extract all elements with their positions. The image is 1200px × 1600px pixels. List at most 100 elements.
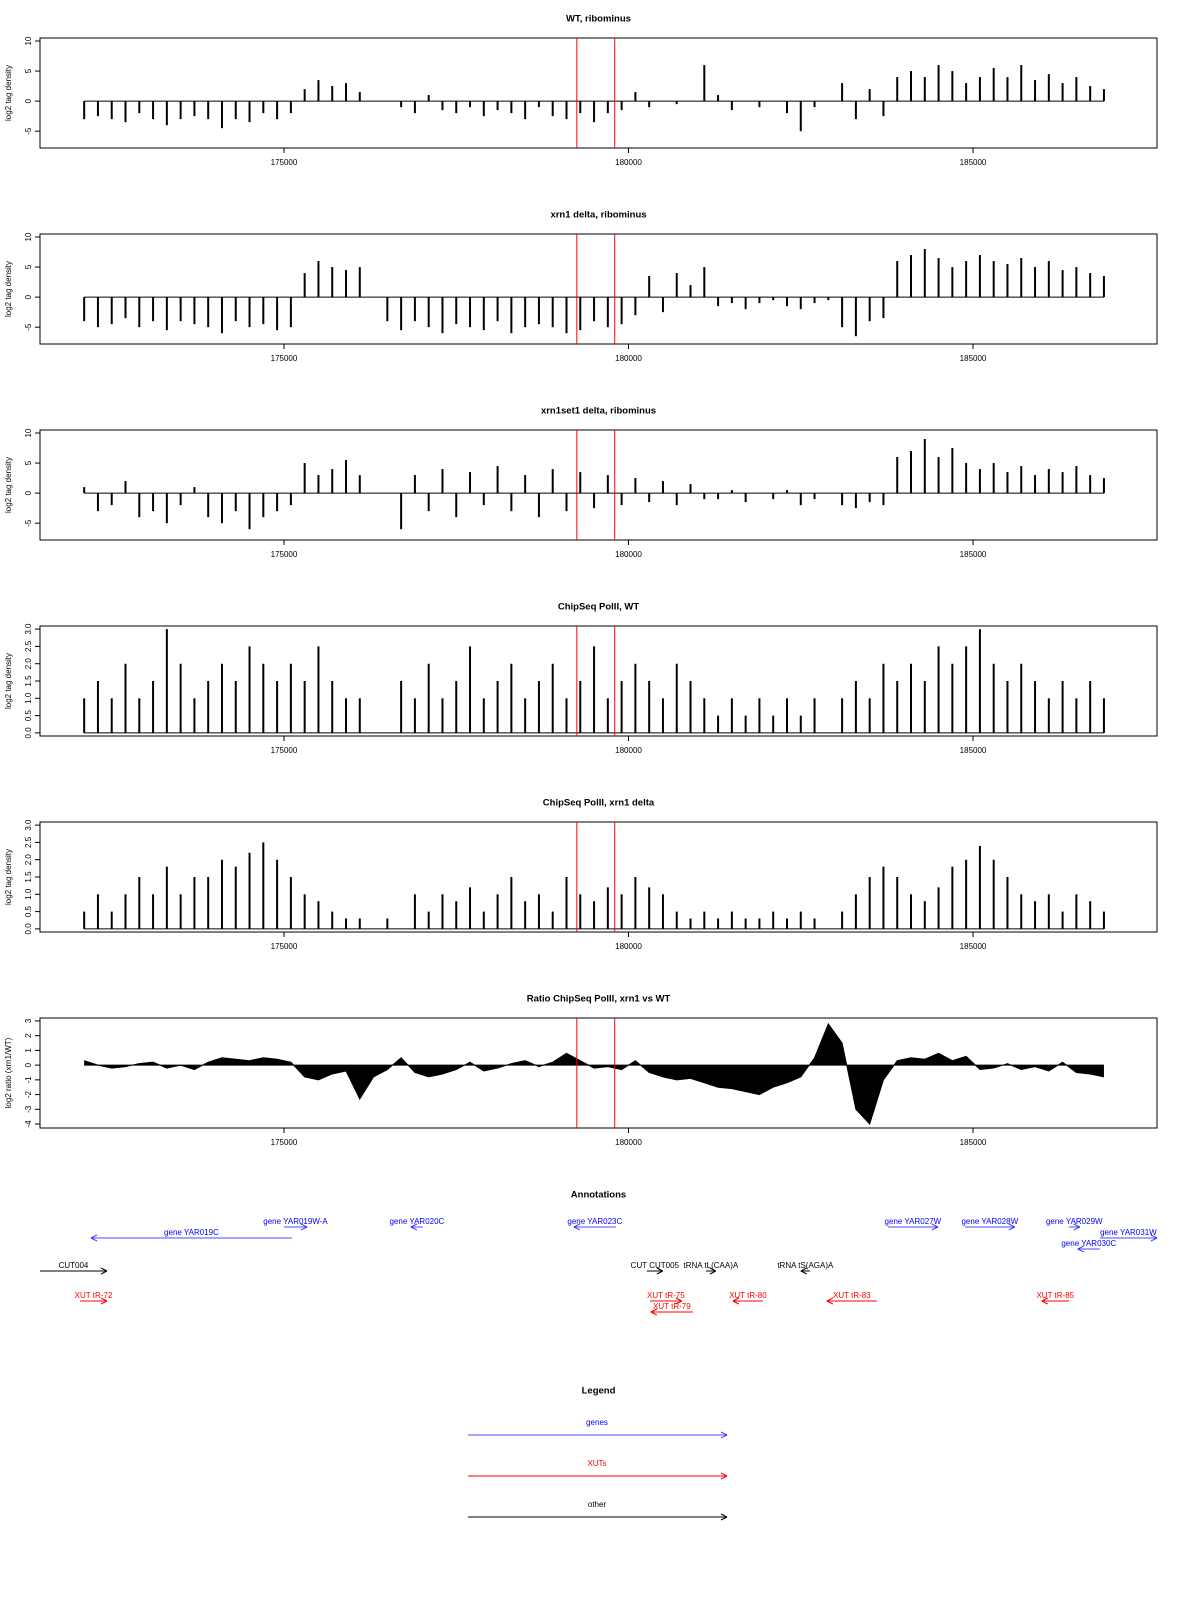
legend-label: genes	[586, 1418, 608, 1427]
arrow-part	[732, 1300, 740, 1305]
arrow-part	[720, 1516, 728, 1521]
y-tick-label: 3.0	[24, 623, 33, 635]
y-tick-label: 0	[24, 98, 33, 103]
arrow-part	[573, 1223, 581, 1228]
feature-arrow	[826, 1297, 877, 1305]
y-tick-label: -3	[24, 1105, 33, 1113]
feature-label: XUT tR-79	[653, 1302, 691, 1311]
area-line	[84, 1022, 1105, 1125]
feature-label: gene YAR027W	[885, 1217, 942, 1226]
feature-arrow	[1068, 1223, 1080, 1231]
y-tick-label: 10	[24, 428, 33, 437]
arrow-part	[800, 1267, 808, 1272]
y-axis-label: log2 tag density	[4, 849, 13, 905]
arrow-part	[410, 1223, 418, 1228]
y-tick-label: -1	[24, 1076, 33, 1084]
y-tick-label: 3.0	[24, 819, 33, 831]
y-tick-label: 5	[24, 460, 33, 465]
x-tick-label: 185000	[960, 746, 987, 755]
feature-arrow	[964, 1223, 1016, 1231]
x-tick-label: 180000	[615, 550, 642, 559]
arrow-part	[1073, 1223, 1080, 1228]
arrow-part	[1077, 1248, 1084, 1253]
feature-arrow	[800, 1267, 810, 1275]
arrow-part	[1041, 1300, 1049, 1305]
arrow-part	[650, 1311, 658, 1316]
plot-frame	[39, 37, 1158, 149]
feature-label: XUT tR-83	[833, 1291, 871, 1300]
feature-arrow	[649, 1297, 683, 1305]
arrow-part	[826, 1297, 834, 1302]
y-tick-label: -5	[24, 127, 33, 135]
y-axis-label: log2 tag density	[4, 65, 13, 121]
y-tick-label: 0	[24, 490, 33, 495]
arrow-part	[90, 1234, 98, 1239]
y-tick-label: 2.5	[24, 640, 33, 652]
plot-frame	[39, 1017, 1158, 1129]
arrow-part	[1073, 1226, 1080, 1231]
y-axis-label: log2 tag density	[4, 457, 13, 513]
panel-title: Ratio ChipSeq PolII, xrn1 vs WT	[527, 994, 671, 1005]
x-tick-label: 185000	[960, 942, 987, 951]
arrow-part	[826, 1300, 834, 1305]
arrow-part	[1041, 1297, 1049, 1302]
panel-title: xrn1 delta, ribominus	[550, 210, 646, 221]
feature-label: XUT tR-80	[729, 1291, 767, 1300]
arrow-part	[931, 1223, 939, 1228]
arrow-part	[300, 1226, 308, 1231]
y-tick-label: 0	[24, 294, 33, 299]
area-fill	[84, 1023, 1104, 1125]
y-tick-label: 5	[24, 264, 33, 269]
arrow-part	[709, 1270, 717, 1275]
plot-frame	[39, 233, 1158, 345]
arrow-part	[1150, 1234, 1158, 1239]
y-tick-label: 0.0	[24, 727, 33, 739]
feature-arrow	[650, 1308, 693, 1316]
feature-label: gene YAR030C	[1061, 1239, 1116, 1248]
arrow-part	[675, 1300, 683, 1305]
x-tick-label: 175000	[271, 158, 298, 167]
panel-title: ChipSeq PolII, WT	[558, 602, 639, 613]
panel-title: WT, ribominus	[566, 14, 631, 25]
arrow-part	[800, 1270, 808, 1275]
x-tick-label: 185000	[960, 1138, 987, 1147]
y-tick-label: 3	[24, 1018, 33, 1023]
arrow-part	[100, 1297, 108, 1302]
x-tick-label: 175000	[271, 746, 298, 755]
feature-arrow	[573, 1223, 616, 1231]
y-tick-label: 5	[24, 68, 33, 73]
arrow-part	[650, 1308, 658, 1313]
arrow-part	[100, 1300, 108, 1305]
arrow-part	[1150, 1237, 1158, 1242]
feature-label: XUT tR-72	[75, 1291, 113, 1300]
plot-frame	[39, 429, 1158, 541]
legend-arrow	[468, 1513, 728, 1521]
y-tick-label: 0	[24, 1062, 33, 1067]
arrow-part	[573, 1226, 581, 1231]
legend-label: XUTs	[587, 1459, 606, 1468]
feature-label: gene YAR020C	[389, 1217, 444, 1226]
feature-arrow	[410, 1223, 423, 1231]
arrow-part	[1008, 1226, 1016, 1231]
legend-label: other	[588, 1500, 607, 1509]
x-tick-label: 175000	[271, 354, 298, 363]
annotations-title: Annotations	[571, 1190, 626, 1201]
x-tick-label: 185000	[960, 354, 987, 363]
feature-label: gene YAR031W	[1100, 1228, 1157, 1237]
feature-arrow	[283, 1223, 308, 1231]
feature-label: CUT004	[59, 1261, 89, 1270]
x-tick-label: 185000	[960, 158, 987, 167]
feature-label: tRNA tS(AGA)A	[777, 1261, 834, 1270]
feature-arrow	[1077, 1245, 1100, 1253]
arrow-part	[720, 1513, 728, 1518]
feature-label: gene YAR019C	[164, 1228, 219, 1237]
legend-arrow	[468, 1431, 728, 1439]
x-tick-label: 180000	[615, 158, 642, 167]
y-tick-label: 10	[24, 36, 33, 45]
legend-arrow	[468, 1472, 728, 1480]
y-tick-label: 10	[24, 232, 33, 241]
arrow-part	[410, 1226, 418, 1231]
y-axis-label: log2 ratio (xrn1/WT)	[4, 1037, 13, 1108]
feature-arrow	[90, 1234, 292, 1242]
